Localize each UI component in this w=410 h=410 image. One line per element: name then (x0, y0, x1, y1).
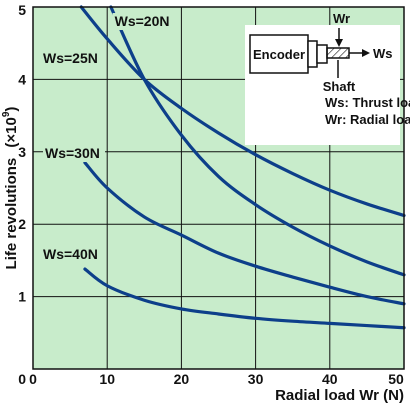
encoder-label: Encoder (253, 47, 305, 62)
series-label-bg (41, 246, 103, 263)
series-line-0 (79, 5, 406, 218)
encoder-hub (316, 44, 328, 64)
y-tick-labels: 1 2 3 4 5 0 (18, 2, 26, 387)
wr-arrow-head (335, 39, 343, 47)
x-axis-label: Radial load Wr (N) (275, 387, 404, 404)
encoder-flange (307, 40, 318, 68)
y-axis-label-text: Life revolutions (3, 158, 20, 270)
ws-arrow-head (362, 49, 370, 57)
y-tick-label: 2 (18, 216, 26, 232)
series-layer (79, 5, 406, 330)
inset-wr-label: Wr (333, 11, 350, 26)
series-line-1 (109, 5, 406, 277)
origin-tick-label: 0 (18, 371, 26, 387)
series-labels: Ws=20N Ws=25N Ws=30N Ws=40N (41, 13, 175, 263)
x-tick-labels: 0 10 20 30 40 50 (29, 371, 404, 387)
series-label-2: Ws=30N (45, 145, 100, 161)
y-tick-label: 3 (18, 144, 26, 160)
legend-ws-text: Ws: Thrust load (325, 95, 410, 110)
y-axis-unit-exp: 9 (1, 111, 12, 117)
legend-wr-text: Wr: Radial load (325, 112, 410, 127)
inset-diagram: Encoder Ws Wr Shaft Ws: Thrust load Wr: … (245, 11, 410, 145)
series-label-bg (43, 145, 105, 162)
series-label-0: Ws=20N (115, 13, 170, 29)
x-tick-label: 50 (388, 371, 404, 387)
y-axis-label: Life revolutions (×109) (1, 107, 20, 270)
svg-text:Life revolutions (×109): Life revolutions (×109) (1, 107, 20, 270)
series-label-bg (41, 50, 103, 67)
x-tick-label: 40 (322, 371, 338, 387)
series-line-2 (83, 161, 406, 306)
inset-ws-label: Ws (373, 46, 393, 61)
plot-frame (32, 6, 405, 370)
series-line-3 (83, 267, 406, 330)
series-label-bg (112, 13, 175, 30)
y-axis-unit-prefix: (×10 (3, 117, 20, 147)
x-tick-label: 30 (248, 371, 264, 387)
shaft-shape (326, 47, 350, 59)
y-tick-label: 5 (18, 2, 26, 18)
y-tick-label: 4 (18, 71, 26, 87)
y-axis-unit-suffix: ) (3, 107, 20, 112)
series-label-1: Ws=25N (43, 50, 98, 66)
y-tick-label: 1 (18, 289, 26, 305)
series-label-3: Ws=40N (43, 246, 98, 262)
shaft-label: Shaft (323, 79, 356, 94)
x-tick-label: 20 (174, 371, 190, 387)
x-tick-label: 0 (29, 371, 37, 387)
encoder-box (249, 34, 309, 74)
x-tick-label: 10 (99, 371, 115, 387)
